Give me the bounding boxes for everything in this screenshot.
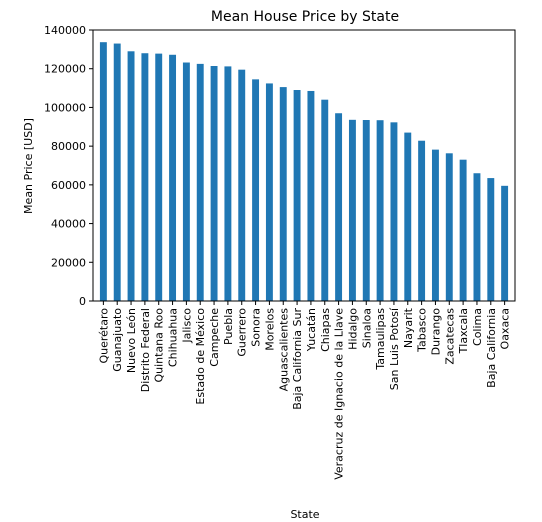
x-tick-label: Estado de México (194, 308, 207, 405)
x-tick-label: Sonora (250, 308, 263, 347)
bar (335, 113, 343, 302)
y-tick-label: 80000 (51, 140, 86, 153)
bar (445, 153, 453, 301)
y-tick-label: 100000 (44, 101, 86, 114)
x-tick-label: Chihuahua (167, 308, 180, 367)
y-tick-label: 140000 (44, 24, 86, 37)
x-tick-label: Morelos (263, 308, 276, 351)
bar (99, 42, 107, 301)
x-tick-label: Baja California (485, 308, 498, 388)
x-tick-label: Zacatecas (443, 308, 456, 365)
bar (224, 66, 232, 301)
x-tick-label: Yucatán (305, 308, 318, 352)
y-tick-label: 40000 (51, 218, 86, 231)
bar (265, 83, 273, 302)
bar (431, 149, 439, 301)
bar (141, 53, 149, 302)
y-tick-label: 120000 (44, 63, 86, 76)
x-tick-label: Tlaxcala (457, 308, 470, 354)
bar (418, 140, 426, 301)
y-ticks-group: 0 20000 40000 60000 80000 100000 120000 140000 (44, 24, 93, 308)
x-tick-label: Nayarit (402, 307, 415, 348)
x-tick-label: Tamaulipas (374, 308, 387, 371)
x-axis-label: State (290, 508, 319, 521)
bar (501, 185, 509, 301)
bar (238, 69, 246, 302)
bar (376, 120, 384, 301)
y-tick-label: 0 (79, 295, 86, 308)
x-tick-label: Aguascalientes (277, 308, 290, 392)
x-tick-label: Nuevo León (125, 308, 138, 373)
x-tick-label: Tabasco (416, 308, 429, 353)
bar (348, 119, 356, 301)
x-tick-label: Colima (471, 308, 484, 346)
x-tick-label: Durango (429, 308, 442, 356)
x-tick-label: Guanajuato (111, 308, 124, 372)
chart-title: Mean House Price by State (211, 9, 399, 25)
bar (362, 120, 370, 301)
bar (404, 132, 412, 301)
bar (279, 87, 287, 301)
bars-group (99, 42, 509, 302)
bar (321, 99, 329, 301)
bar (169, 54, 177, 301)
x-tick-label: Hidalgo (346, 308, 359, 350)
bar (113, 43, 121, 302)
x-tick-label: Sinaloa (360, 308, 373, 348)
y-tick-label: 20000 (51, 256, 86, 269)
x-tick-label: San Luis Potosí (388, 307, 401, 390)
plot-frame (92, 29, 516, 302)
x-tick-label: Campeche (208, 308, 221, 367)
bar (473, 173, 481, 301)
x-tick-label: Distrito Federal (139, 308, 152, 392)
x-tick-label: Baja California Sur (291, 308, 304, 410)
y-axis-label: Mean Price [USD] (22, 118, 35, 214)
x-tick-label: Oaxaca (499, 308, 512, 349)
x-tick-label: Querétaro (97, 308, 110, 364)
x-tick-label: Guerrero (236, 308, 249, 357)
x-tick-label: Quintana Roo (153, 308, 166, 383)
bar (252, 79, 260, 301)
x-tick-label: Puebla (222, 308, 235, 345)
x-tick-label: Jalisco (180, 308, 193, 344)
y-tick-label: 60000 (51, 179, 86, 192)
bar (459, 159, 467, 301)
bar (155, 53, 163, 302)
bar (210, 66, 218, 301)
bar (293, 90, 301, 301)
bar (487, 178, 495, 301)
x-tick-label: Veracruz de Ignacio de la Llave (333, 308, 346, 480)
bar (307, 90, 315, 301)
x-ticks-group: Querétaro Guanajuato Nuevo León Distrito Fe… (97, 301, 512, 480)
x-tick-label: Chiapas (319, 308, 332, 352)
bar (390, 122, 398, 301)
bar (182, 62, 190, 301)
bar (196, 63, 204, 302)
bar (127, 51, 135, 301)
